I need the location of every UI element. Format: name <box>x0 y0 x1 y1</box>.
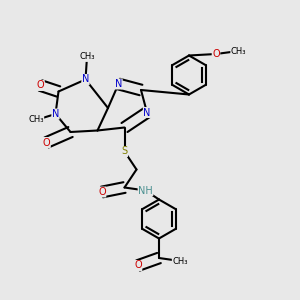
Text: NH: NH <box>138 185 153 196</box>
Text: N: N <box>52 109 59 119</box>
Text: O: O <box>43 137 50 148</box>
Text: O: O <box>212 49 220 59</box>
Text: N: N <box>115 79 122 89</box>
Text: N: N <box>143 107 151 118</box>
Text: O: O <box>37 80 44 91</box>
Text: CH₃: CH₃ <box>28 116 44 124</box>
Text: O: O <box>134 260 142 271</box>
Text: CH₃: CH₃ <box>231 46 246 56</box>
Text: N: N <box>82 74 89 85</box>
Text: O: O <box>98 187 106 197</box>
Text: CH₃: CH₃ <box>172 256 188 266</box>
Text: S: S <box>122 146 128 157</box>
Text: CH₃: CH₃ <box>79 52 95 62</box>
